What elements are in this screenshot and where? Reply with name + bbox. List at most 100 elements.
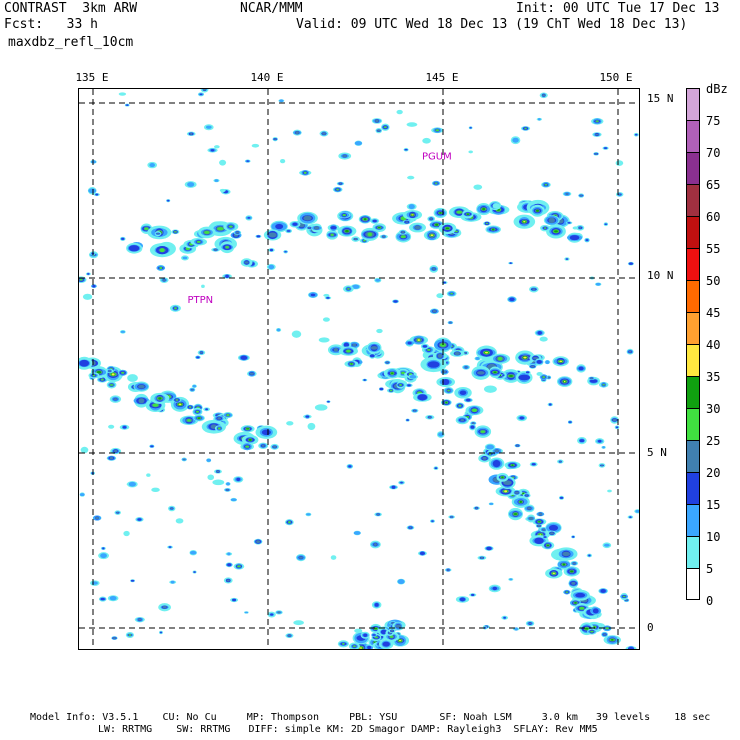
echo-level [310, 293, 316, 297]
echo-level [473, 184, 483, 190]
echo-level [100, 597, 105, 601]
echo-cell [371, 632, 377, 637]
echo-cell [123, 530, 130, 537]
echo-cell [324, 296, 332, 300]
echo-level [419, 551, 426, 555]
echo-cell [305, 512, 312, 517]
echo-level [374, 636, 378, 639]
echo-cell [284, 519, 294, 526]
echo-level [303, 215, 312, 221]
echo-level [159, 248, 165, 253]
echo-level [532, 288, 536, 291]
echo-cell [82, 293, 93, 300]
echo-level [417, 339, 421, 342]
echo-cell [473, 184, 483, 190]
echo-cell [212, 479, 225, 486]
echo-cell [413, 392, 432, 402]
echo-level [589, 379, 598, 383]
echo-cell [154, 231, 162, 237]
echo-cell [562, 191, 572, 197]
echo-level [511, 464, 514, 466]
echo-level [468, 150, 473, 154]
echo-cell [224, 487, 231, 492]
echo-level [380, 629, 387, 635]
echo-cell [559, 495, 564, 500]
colorbar-label-45: 45 [706, 306, 721, 320]
echo-cell [576, 364, 586, 373]
echo-level [346, 349, 351, 353]
echo-level [109, 384, 114, 386]
echo-cell [529, 462, 538, 467]
echo-level [422, 345, 428, 348]
init-time: Init: 00 UTC Tue 17 Dec 13 [516, 1, 720, 16]
echo-level [138, 398, 145, 404]
reflectivity-map[interactable]: PGUM PTPN [78, 88, 640, 650]
echo-cell [567, 232, 583, 243]
echo-cell [167, 545, 173, 549]
echo-level [519, 416, 525, 420]
echo-cell [326, 400, 331, 404]
echo-cell [191, 384, 197, 388]
echo-cell [402, 220, 411, 225]
echo-cell [563, 566, 580, 577]
colorbar-label-35: 35 [706, 370, 721, 384]
echo-cell [501, 373, 506, 377]
echo-cell [214, 469, 222, 474]
echo-cell [501, 369, 520, 383]
echo-cell [539, 336, 548, 342]
echo-cell [450, 350, 465, 357]
echo-cell [374, 512, 382, 517]
echo-level [342, 642, 345, 645]
echo-level [367, 645, 372, 649]
echo-cell [169, 580, 177, 584]
colorbar-swatch-60 [686, 184, 700, 216]
echo-level [537, 524, 541, 527]
echo-level [406, 122, 418, 127]
echo-level [559, 460, 562, 463]
echo-level [605, 627, 609, 630]
echo-level [530, 365, 535, 368]
echo-level [579, 607, 585, 610]
echo-level [293, 620, 304, 626]
echo-level [569, 235, 580, 241]
echo-cell [146, 473, 151, 477]
echo-level [397, 579, 405, 585]
echo-cell [536, 372, 543, 376]
echo-cell [330, 555, 337, 560]
echo-level [377, 129, 381, 132]
echo-level [342, 213, 346, 217]
echo-cell [484, 545, 494, 551]
echo-cell [179, 415, 199, 426]
echo-cell [567, 420, 573, 424]
echo-level [538, 512, 543, 516]
colorbar-label-10: 10 [706, 530, 721, 544]
colorbar-swatch-70 [686, 120, 700, 152]
echo-cell [508, 507, 524, 521]
echo-level [477, 371, 485, 375]
echo-cell [484, 443, 496, 451]
echo-level [322, 132, 326, 135]
echo-cell [565, 221, 573, 225]
echo-level [200, 351, 203, 354]
echo-level [475, 507, 478, 509]
echo-level [389, 389, 393, 392]
echo-level [443, 370, 447, 374]
echo-cell [130, 579, 135, 583]
echo-level [417, 394, 428, 401]
echo-cell [384, 360, 391, 365]
echo-cell [371, 601, 382, 609]
echo-level [575, 592, 586, 598]
echo-cell [223, 412, 233, 419]
echo-level [270, 613, 274, 616]
echo-level [318, 337, 330, 343]
echo-cell [149, 444, 155, 449]
echo-level [610, 639, 614, 641]
echo-level [514, 491, 519, 494]
echo-cell [207, 474, 215, 481]
echo-cell [483, 385, 497, 393]
echo-cell [79, 492, 85, 497]
echo-cell [158, 603, 171, 612]
echo-level [246, 160, 250, 162]
echo-level [585, 239, 589, 242]
echo-level [249, 372, 254, 375]
